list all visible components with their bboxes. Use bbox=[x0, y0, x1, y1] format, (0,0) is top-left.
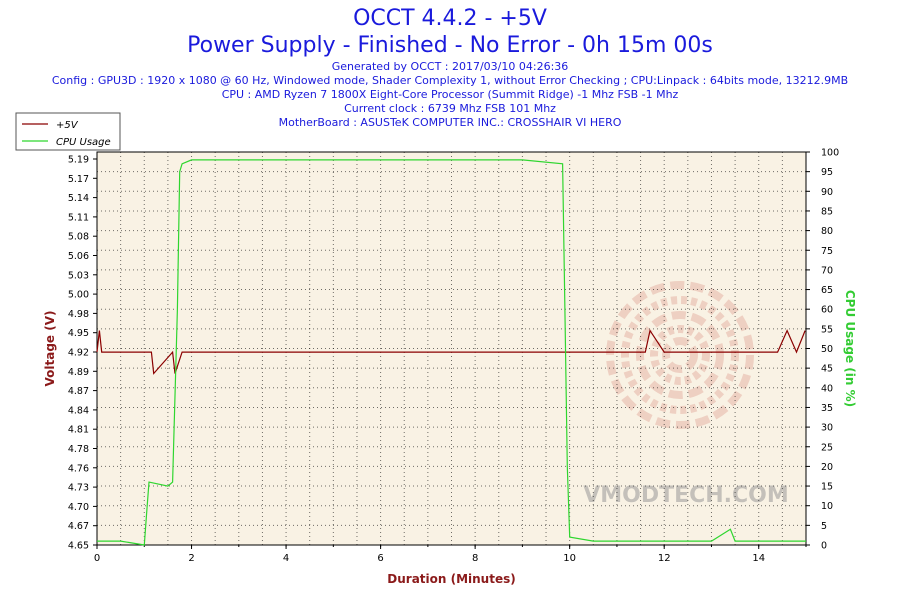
y-left-tick-label: 5.11 bbox=[68, 212, 89, 223]
y-right-tick-label: 60 bbox=[821, 305, 833, 316]
series-line-voltage bbox=[96, 329, 806, 375]
x-tick-label: 8 bbox=[472, 553, 478, 564]
y-right-tick-label: 20 bbox=[821, 462, 833, 473]
y-right-tick-label: 70 bbox=[821, 265, 833, 276]
y-right-tick-label: 25 bbox=[821, 442, 833, 453]
y-left-tick-label: 4.98 bbox=[68, 309, 89, 320]
y-right-tick-label: 15 bbox=[821, 482, 833, 493]
x-tick-label: 4 bbox=[283, 553, 289, 564]
legend: +5V CPU Usage bbox=[15, 112, 121, 151]
y-left-tick-label: 4.73 bbox=[68, 483, 89, 494]
y-left-tick-label: 4.65 bbox=[68, 541, 89, 552]
info-config: Config : GPU3D : 1920 x 1080 @ 60 Hz, Wi… bbox=[51, 74, 849, 87]
y-right-tick-label: 5 bbox=[821, 521, 827, 532]
y-right-tick-label: 35 bbox=[821, 403, 833, 414]
y-left-axis-label: Voltage (V) bbox=[43, 311, 57, 387]
y-left-tick-label: 4.87 bbox=[68, 386, 89, 397]
chart-subtitle: Power Supply - Finished - No Error - 0h … bbox=[187, 33, 713, 58]
watermark-ring bbox=[621, 296, 739, 414]
x-tick-label: 2 bbox=[188, 553, 194, 564]
x-tick-label: 12 bbox=[658, 553, 671, 564]
y-left-tick-label: 4.70 bbox=[68, 502, 89, 513]
info-clock: Current clock : 6739 Mhz FSB 101 Mhz bbox=[344, 102, 556, 115]
x-tick-label: 0 bbox=[94, 553, 100, 564]
y-left-tick-label: 4.81 bbox=[68, 425, 89, 436]
y-right-tick-label: 100 bbox=[821, 148, 839, 159]
y-left-tick-label: 4.67 bbox=[68, 521, 89, 532]
y-left-tick-label: 4.95 bbox=[68, 328, 89, 339]
info-generated: Generated by OCCT : 2017/03/10 04:26:36 bbox=[331, 60, 569, 73]
y-left-tick-label: 4.89 bbox=[68, 367, 89, 378]
y-right-tick-label: 40 bbox=[821, 383, 833, 394]
x-tick-label: 14 bbox=[752, 553, 765, 564]
x-tick-label: 6 bbox=[377, 553, 383, 564]
y-right-tick-label: 50 bbox=[821, 344, 833, 355]
y-left-tick-label: 5.00 bbox=[68, 290, 89, 301]
y-right-tick-label: 45 bbox=[821, 364, 833, 375]
legend-label-cpu-usage: CPU Usage bbox=[56, 137, 111, 148]
legend-box bbox=[15, 112, 121, 151]
y-right-tick-label: 0 bbox=[821, 541, 827, 552]
y-left-tick-label: 4.76 bbox=[68, 463, 89, 474]
y-right-tick-label: 30 bbox=[821, 423, 833, 434]
y-left-tick-label: 5.14 bbox=[68, 193, 89, 204]
chart-header: OCCT 4.4.2 - +5V Power Supply - Finished… bbox=[0, 0, 900, 130]
y-right-tick-label: 90 bbox=[821, 187, 833, 198]
y-right-axis-label: CPU Usage (in %) bbox=[843, 290, 857, 407]
y-left-tick-label: 4.84 bbox=[68, 405, 89, 416]
y-left-tick-label: 4.78 bbox=[68, 444, 89, 455]
info-cpu: CPU : AMD Ryzen 7 1800X Eight-Core Proce… bbox=[221, 88, 679, 101]
y-right-tick-label: 10 bbox=[821, 501, 833, 512]
watermark-logo bbox=[606, 281, 754, 429]
y-left-tick-label: 5.06 bbox=[68, 251, 89, 262]
y-right-tick-label: 75 bbox=[821, 246, 833, 257]
y-right-tick-label: 55 bbox=[821, 324, 833, 335]
y-left-tick-label: 5.19 bbox=[68, 155, 89, 166]
watermark-text: VMODTECH.COM bbox=[583, 483, 789, 508]
x-axis-label: Duration (Minutes) bbox=[387, 572, 515, 586]
y-right-tick-label: 65 bbox=[821, 285, 833, 296]
y-right-tick-label: 95 bbox=[821, 167, 833, 178]
series-line-cpu-usage bbox=[97, 159, 806, 546]
y-left-tick-label: 5.08 bbox=[68, 232, 89, 243]
x-tick-label: 10 bbox=[563, 553, 576, 564]
watermark-ring bbox=[636, 311, 724, 399]
legend-label-voltage: +5V bbox=[56, 120, 79, 131]
watermark-ring bbox=[650, 325, 710, 385]
watermark-ring bbox=[662, 337, 698, 373]
y-left-tick-label: 4.92 bbox=[68, 348, 89, 359]
y-left-tick-label: 5.03 bbox=[68, 270, 89, 281]
y-right-tick-label: 85 bbox=[821, 206, 833, 217]
y-left-tick-label: 5.17 bbox=[68, 174, 89, 185]
chart-title: OCCT 4.4.2 - +5V bbox=[353, 6, 547, 31]
y-right-tick-label: 80 bbox=[821, 226, 833, 237]
info-motherboard: MotherBoard : ASUSTeK COMPUTER INC.: CRO… bbox=[278, 116, 622, 129]
watermark-ring bbox=[606, 281, 754, 429]
